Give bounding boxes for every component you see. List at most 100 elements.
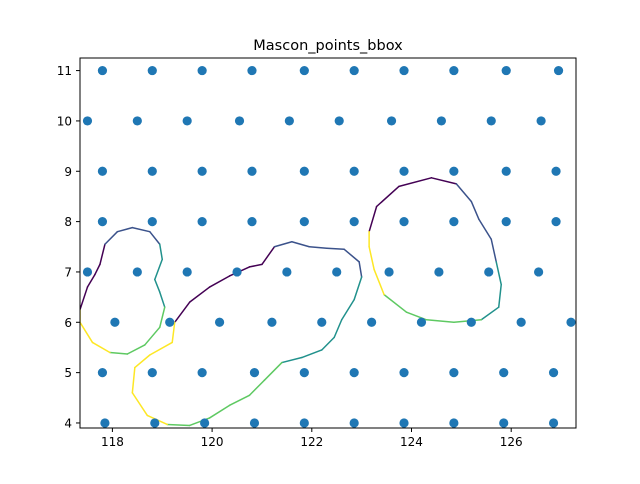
contour-2-segment [131, 392, 149, 417]
scatter-point [197, 65, 207, 76]
scatter-point [97, 166, 108, 176]
contour-1-segment [154, 278, 161, 293]
contour-3-segment [375, 185, 400, 208]
y-tick-label: 6 [64, 316, 72, 330]
scatter-point [449, 65, 459, 76]
scatter-point [449, 217, 459, 227]
x-axis: 118 120 122 124 126 [101, 428, 523, 449]
y-tick-label: 10 [57, 114, 72, 128]
scatter-point [267, 317, 277, 327]
contour-2-segment [273, 240, 293, 248]
scatter-point [349, 166, 359, 176]
contour-3-segment [480, 306, 500, 321]
contour-3-segment [383, 293, 408, 313]
contour-1-segment [80, 286, 89, 311]
scatter-point [501, 166, 511, 176]
scatter-point [553, 65, 564, 76]
scatter-point [82, 267, 93, 277]
scatter-point [384, 267, 394, 277]
contour-2-segment [340, 298, 355, 321]
contour-2-segment [188, 286, 211, 303]
contour-2-segment [208, 404, 231, 419]
contour-3-segment [455, 183, 473, 203]
scatter-point [110, 317, 120, 327]
scatter-point [566, 317, 576, 327]
contour-3-segment [430, 177, 458, 185]
contour-1-segment [154, 258, 164, 281]
scatter-point [147, 217, 157, 227]
scatter-point [200, 418, 210, 428]
scatter-point [197, 217, 207, 227]
y-tick-label: 4 [64, 416, 72, 430]
scatter-point [399, 368, 409, 378]
y-tick-label: 11 [57, 64, 72, 78]
scatter-point [434, 267, 444, 277]
scatter-point [536, 116, 546, 126]
scatter-point [299, 368, 309, 378]
scatter-point [147, 368, 157, 378]
scatter-point [147, 65, 157, 76]
scatter-point [436, 116, 447, 126]
scatter-point [282, 267, 292, 277]
contour-2-segment [263, 361, 283, 381]
contour-2-segment [333, 319, 343, 339]
scatter-point [349, 217, 359, 227]
scatter-point [132, 116, 142, 126]
contour-2-segment [301, 349, 323, 359]
scatter-point [449, 368, 459, 378]
scatter-point [449, 418, 459, 428]
contour-2-segment [248, 263, 263, 268]
x-tick-label: 124 [400, 435, 423, 449]
contour-2-segment [166, 423, 191, 427]
contour-1-segment [109, 351, 129, 355]
scatter-point [399, 65, 409, 76]
contour-3-segment [368, 205, 378, 233]
contour-1-segment [126, 344, 146, 355]
x-tick-label: 122 [300, 435, 323, 449]
contour-3-segment [490, 238, 497, 263]
scatter-point [349, 368, 359, 378]
scatter-point [214, 317, 225, 327]
scatter-point [399, 166, 409, 176]
contour-1-segment [131, 226, 151, 233]
scatter-point [182, 267, 192, 277]
scatter-point [449, 166, 459, 176]
contour-3-segment [470, 200, 480, 220]
contour-1-segment [159, 306, 166, 329]
contour-2-segment [248, 379, 266, 397]
contour-2-segment [353, 276, 363, 301]
contour-2-segment [281, 356, 303, 364]
scatter-point [165, 317, 175, 327]
scatter-point [232, 267, 242, 277]
scatter-point [334, 116, 344, 126]
contour-2-segment [149, 341, 173, 356]
contour-3-segment [368, 246, 375, 271]
y-tick-label: 7 [64, 265, 72, 279]
scatter-point [97, 368, 108, 378]
scatter-point [399, 418, 409, 428]
scatter-point [247, 217, 257, 227]
y-axis: 4 5 6 7 8 9 10 11 [57, 64, 80, 430]
scatter-point [399, 217, 409, 227]
scatter-point [501, 217, 511, 227]
scatter-point [486, 116, 496, 126]
contour-2-segment [228, 394, 251, 407]
scatter-point [299, 65, 309, 76]
x-tick-label: 120 [201, 435, 224, 449]
scatter-point [150, 418, 160, 428]
scatter-point [234, 116, 245, 126]
scatter-point [247, 65, 257, 76]
contour-2-segment [171, 321, 176, 344]
y-tick-label: 8 [64, 215, 72, 229]
y-tick-label: 5 [64, 366, 72, 380]
scatter-point [349, 418, 359, 428]
contour-1-segment [94, 263, 101, 276]
contour-2-segment [358, 261, 363, 278]
scatter-point [299, 217, 309, 227]
scatter-point [386, 116, 397, 126]
contour-3-segment [373, 268, 385, 296]
scatter-point [484, 267, 494, 277]
scatter-point [548, 418, 559, 428]
scatter-point [332, 267, 342, 277]
